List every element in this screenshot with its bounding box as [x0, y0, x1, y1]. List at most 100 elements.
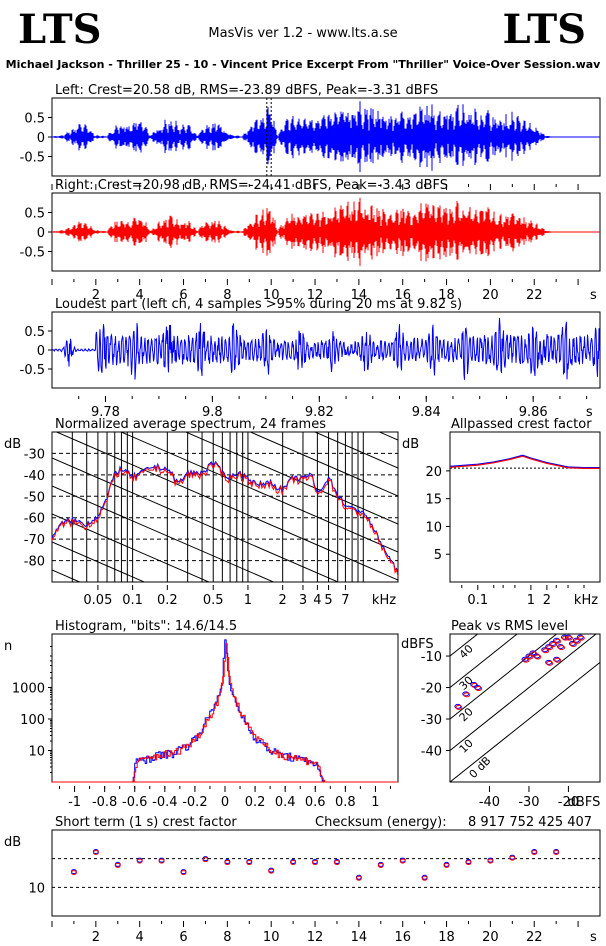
short-term-crest-point-right [312, 860, 319, 866]
peak-vs-rms-point-right [546, 660, 554, 666]
histogram-series-left [131, 639, 325, 783]
short-term-crest-point-right [202, 857, 209, 863]
histogram-ytick-label: 10 [28, 745, 45, 760]
spectrum-title: Normalized average spectrum, 24 frames [55, 417, 326, 432]
right-waveform-xtick-label: 2 [92, 288, 100, 303]
short-term-crest-point-right [136, 858, 143, 864]
spectrum-slope-line [52, 457, 340, 582]
spectrum-xtick-label: 0.5 [203, 593, 224, 608]
histogram-xtick-label: 0.6 [305, 795, 326, 810]
allpassed-crest-ytick-label: 15 [425, 493, 442, 508]
peak-vs-rms-frame [449, 633, 601, 783]
peak-vs-rms-point-right [546, 645, 554, 651]
allpassed-crest-xtick-label: 2 [543, 593, 551, 608]
allpassed-crest-xtick-label: 1 [527, 593, 535, 608]
right-waveform-ytick-label: 0.5 [24, 207, 45, 222]
peak-vs-rms-point-left [529, 650, 537, 656]
short-term-crest-xtick-label: 6 [179, 930, 187, 945]
spectrum-ytick-label: -80 [24, 555, 45, 570]
logo-right: LTS [502, 6, 586, 53]
spectrum-ytick-label: -70 [24, 533, 45, 548]
peak-vs-rms-diagonal [450, 661, 600, 782]
version-label: MasVis ver 1.2 - www.lts.a.se [208, 26, 398, 41]
histogram-xtick-label: 1 [371, 795, 379, 810]
peak-vs-rms-point-right [455, 704, 463, 710]
peak-vs-rms-point-right [550, 641, 558, 647]
histogram-xtick-label: 0.2 [245, 795, 266, 810]
histogram-xtick-label: 0.8 [335, 795, 356, 810]
spectrum-ytick-label: -60 [24, 512, 45, 527]
peak-vs-rms-point-left [545, 659, 553, 665]
spectrum-slope-line [52, 513, 211, 582]
allpassed-crest-title: Allpassed crest factor [451, 417, 592, 432]
histogram-series-right [132, 643, 326, 783]
spectrum-xtick-label: 3 [299, 593, 307, 608]
allpassed-crest-ytick-label: 5 [434, 548, 442, 563]
histogram-ytick-label: 100 [20, 713, 45, 728]
peak-vs-rms-xtick-label: -20 [558, 795, 579, 810]
histogram-xtick-label: -1 [68, 795, 81, 810]
short-term-crest-point-right [443, 862, 450, 868]
right-waveform-xtick-label: 12 [307, 288, 324, 303]
loudest-part-trace [51, 317, 601, 380]
peak-vs-rms-ytick-label: -30 [421, 713, 442, 728]
short-term-crest-point-right [531, 850, 538, 855]
spectrum-ytick-label: -50 [24, 490, 45, 505]
allpassed-crest-xtick-label: 0.1 [467, 593, 488, 608]
histogram-xtick-label: -0.8 [92, 795, 117, 810]
right-waveform-ytick-label: 0 [37, 226, 45, 241]
peak-vs-rms-ytick-label: -20 [421, 682, 442, 697]
spectrum-xtick-label: 0.05 [83, 593, 112, 608]
short-term-crest-checksum-label: Checksum (energy): [315, 815, 447, 830]
peak-vs-rms-ytick-label: -40 [421, 745, 442, 760]
spectrum-slope-line [52, 541, 146, 582]
peak-vs-rms-point-left [470, 681, 478, 687]
peak-vs-rms-point-right [475, 686, 483, 692]
allpassed-crest-series-left [449, 454, 600, 469]
short-term-crest-point-right [377, 862, 384, 868]
allpassed-crest-ylabel: dB [402, 437, 419, 452]
histogram-title: Histogram, "bits": 14.6/14.5 [55, 619, 237, 634]
right-waveform-xtick-label: 18 [438, 288, 455, 303]
spectrum-slope-line [313, 432, 398, 469]
peak-vs-rms-point-left [462, 691, 470, 697]
peak-vs-rms-diagonal-label: 10 [457, 737, 476, 756]
short-term-crest-point-right [92, 850, 99, 855]
short-term-crest-xtick-label: 2 [92, 930, 100, 945]
peak-vs-rms-point-right [463, 692, 471, 698]
right-waveform-xtick-label: 6 [179, 288, 187, 303]
right-waveform-xtick-label: 8 [223, 288, 231, 303]
allpassed-crest-ytick-label: 20 [425, 465, 442, 480]
peak-vs-rms-ytick-label: -10 [421, 650, 442, 665]
peak-vs-rms-diagonal-label: 40 [457, 642, 476, 661]
spectrum-xtick-label: 0.1 [122, 593, 143, 608]
left-waveform-ytick-label: -0.5 [20, 151, 45, 166]
short-term-crest-point-right [180, 870, 187, 876]
short-term-crest-point-right [70, 870, 77, 876]
short-term-crest-point-right [224, 860, 231, 866]
histogram-xtick-label: -0.2 [182, 795, 207, 810]
spectrum-ytick-label: -40 [24, 469, 45, 484]
logo-left: LTS [18, 6, 102, 53]
peak-vs-rms-point-right [522, 657, 530, 663]
loudest-part-ytick-label: 0 [37, 344, 45, 359]
spectrum-slope-line [52, 485, 275, 582]
histogram-ylabel: n [4, 639, 12, 654]
short-term-crest-point-right [355, 875, 362, 881]
peak-vs-rms-point-left [454, 703, 462, 709]
spectrum-ytick-label: -30 [24, 447, 45, 462]
right-waveform-xtick-label: 22 [526, 288, 543, 303]
peak-vs-rms-point-right [577, 635, 585, 641]
allpassed-crest-series-right [449, 455, 600, 469]
spectrum-xtick-label: 7 [341, 593, 349, 608]
peak-vs-rms-xtick-label: -30 [518, 795, 539, 810]
short-term-crest-xtick-label: 18 [438, 930, 455, 945]
loudest-part-ytick-label: -0.5 [20, 363, 45, 378]
peak-vs-rms-point-left [576, 634, 584, 640]
short-term-crest-point-right [399, 858, 406, 864]
allpassed-crest-frame [449, 431, 601, 583]
short-term-crest-xtick-label: 4 [136, 930, 144, 945]
short-term-crest-xtick-label: 12 [307, 930, 324, 945]
short-term-crest-point-right [465, 860, 472, 866]
